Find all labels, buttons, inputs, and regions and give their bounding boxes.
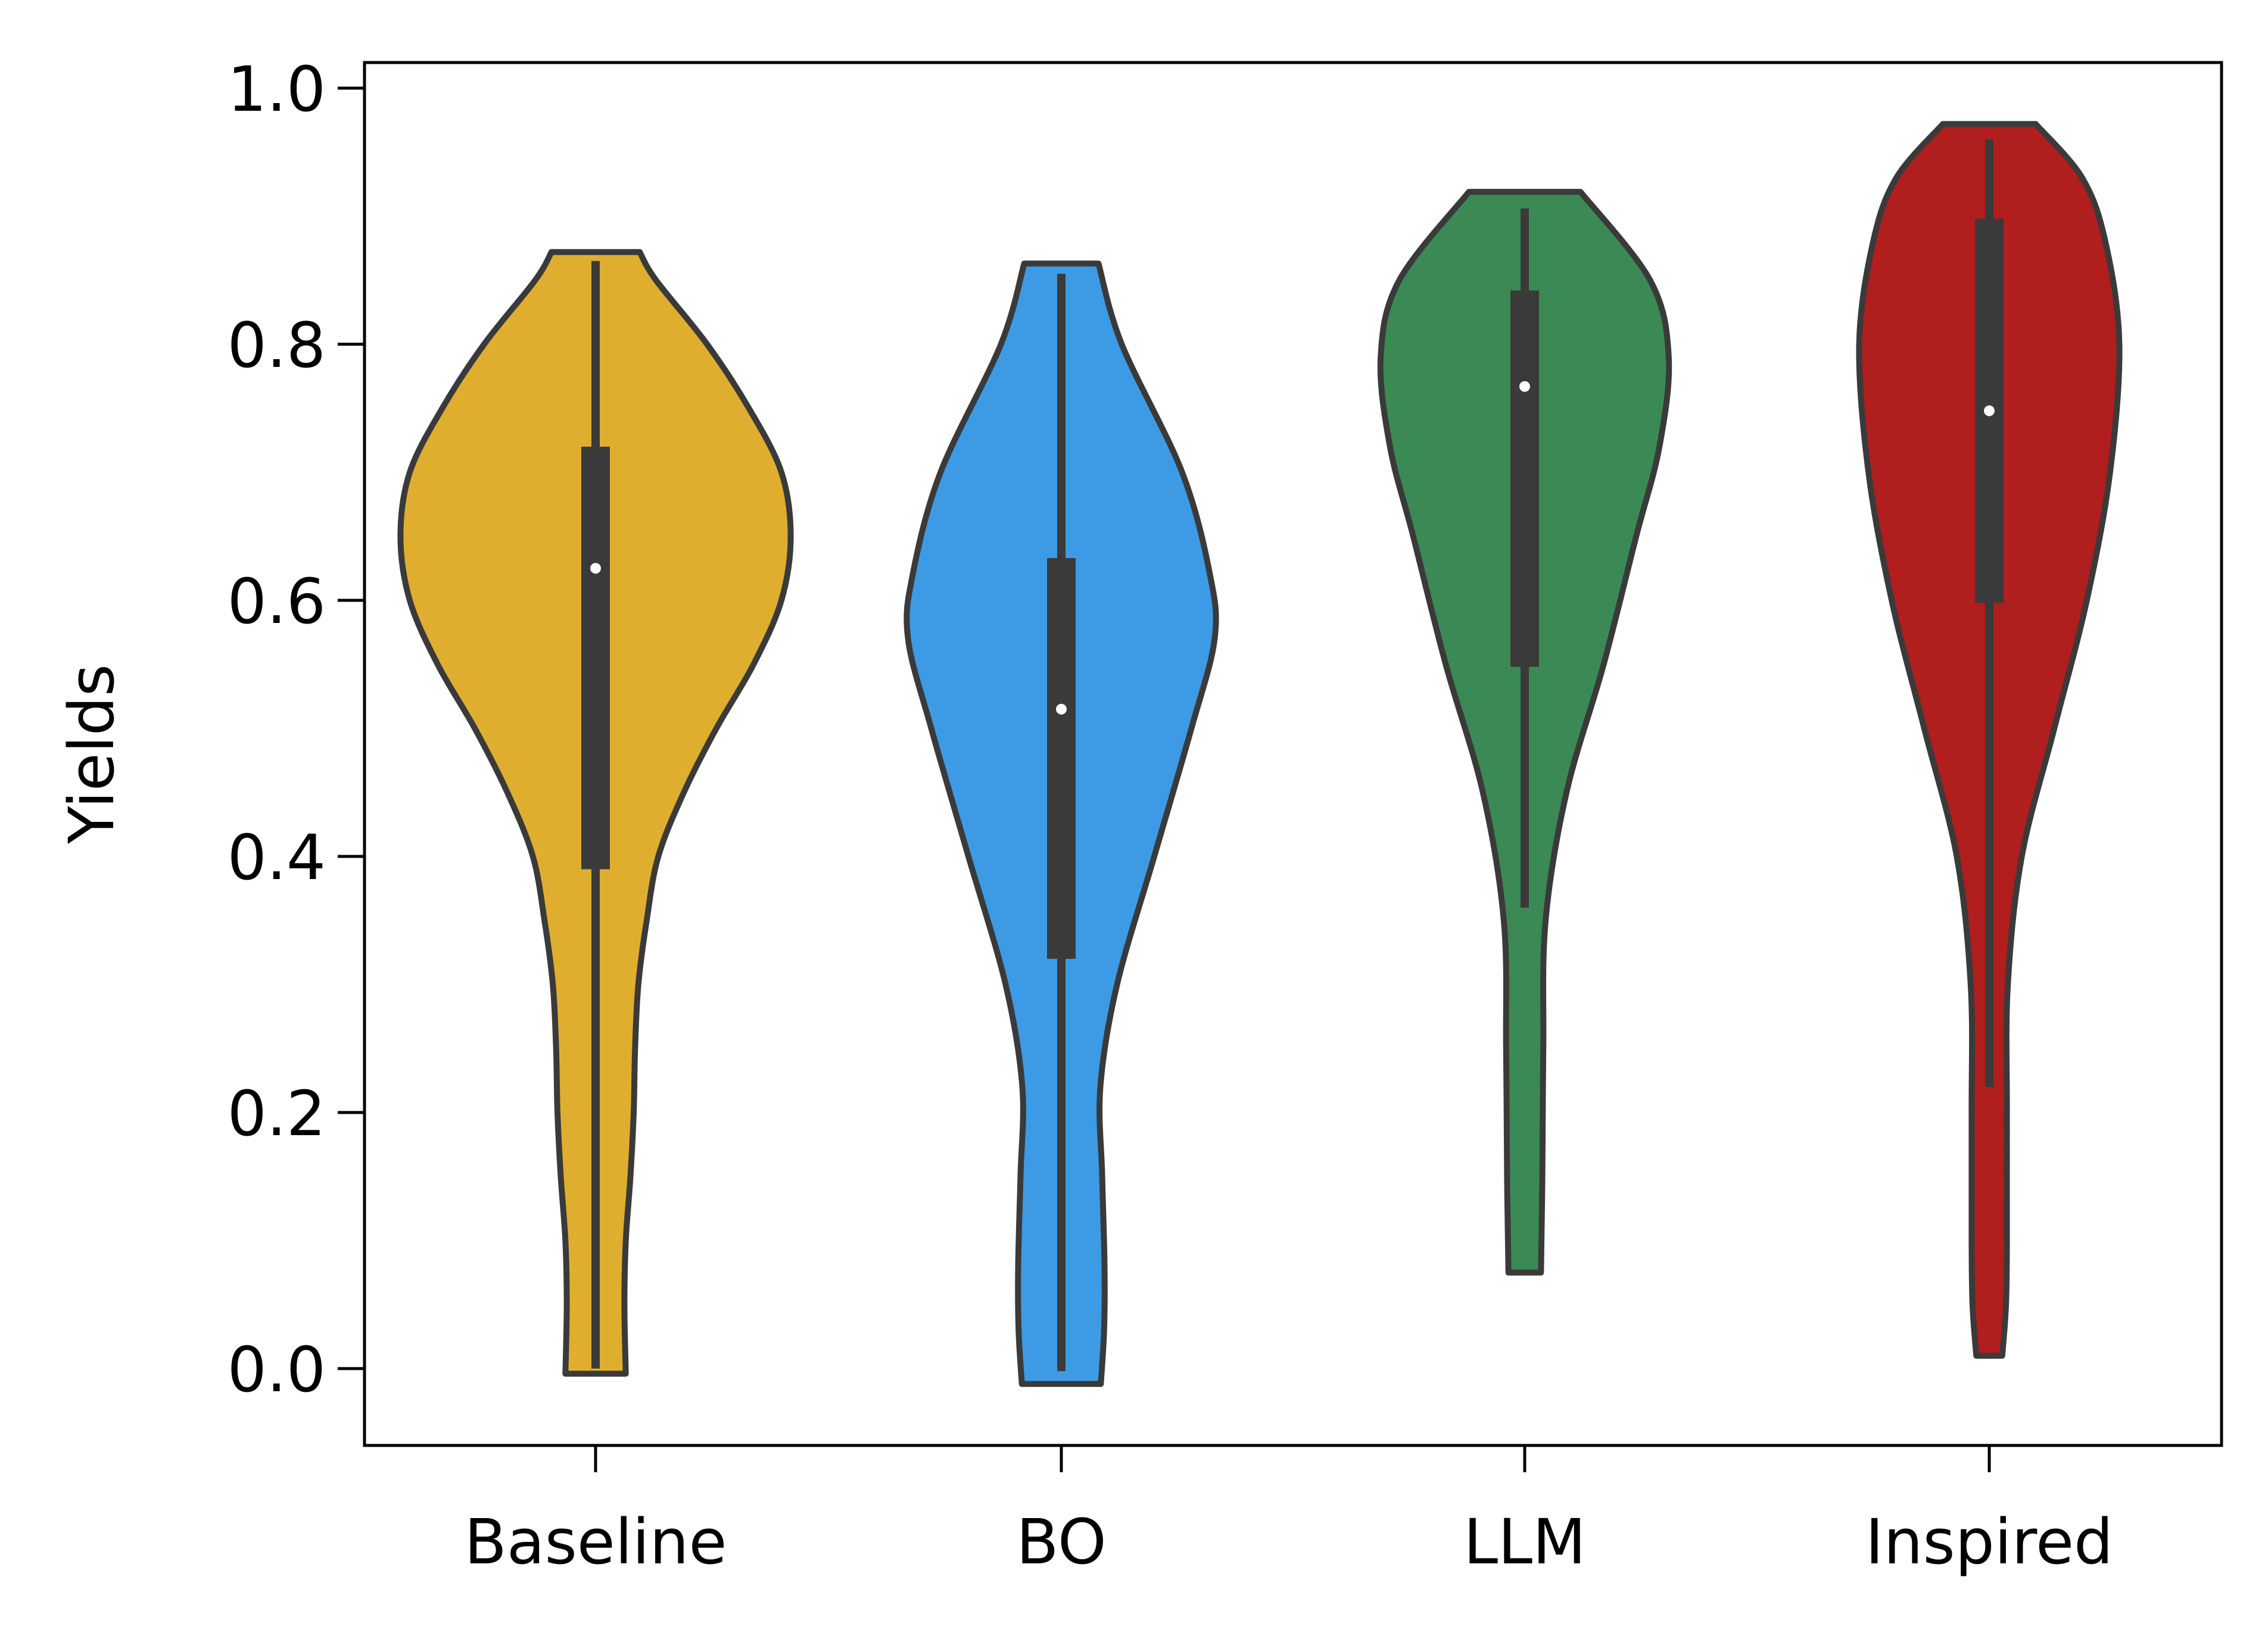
- y-tick-label: 0.8: [228, 309, 326, 382]
- median-dot-inspired: [1984, 405, 1995, 416]
- x-tick-label: Inspired: [1865, 1506, 2113, 1578]
- y-axis: 0.0 0.2 0.4 0.6 0.8 1.0: [228, 53, 364, 1406]
- median-dot-baseline: [590, 563, 601, 574]
- y-tick-label: 0.0: [228, 1333, 326, 1406]
- y-tick-label: 0.2: [228, 1077, 326, 1150]
- y-tick-label: 1.0: [228, 53, 326, 126]
- boxplot-layer: [581, 139, 2004, 1372]
- x-tick-label: BO: [1016, 1506, 1106, 1578]
- x-tick-label: Baseline: [465, 1506, 727, 1578]
- violins-layer: [397, 121, 2123, 1387]
- x-axis: Baseline BO LLM Inspired: [465, 1445, 2113, 1578]
- y-tick-label: 0.4: [228, 821, 326, 894]
- y-tick-label: 0.6: [228, 565, 326, 638]
- median-dot-bo: [1056, 703, 1067, 715]
- median-dot-llm: [1519, 381, 1530, 392]
- y-axis-label: Yields: [55, 664, 128, 845]
- iqr-box-bo: [1047, 558, 1076, 959]
- plot-frame: [363, 61, 2223, 1447]
- x-tick-label: LLM: [1463, 1506, 1586, 1578]
- iqr-box-llm: [1510, 290, 1539, 667]
- iqr-box-baseline: [581, 447, 610, 870]
